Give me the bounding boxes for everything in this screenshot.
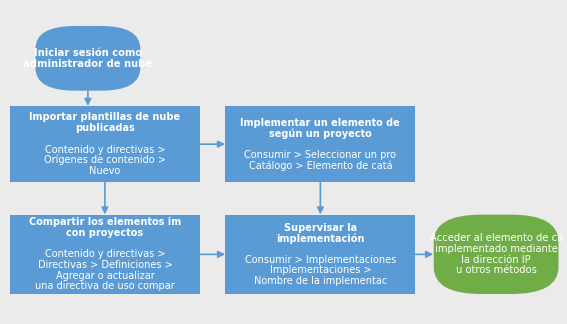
Text: Implementar un elemento de: Implementar un elemento de — [240, 118, 400, 128]
Text: Agregar o actualizar: Agregar o actualizar — [56, 271, 154, 281]
Text: Directivas > Definiciones >: Directivas > Definiciones > — [37, 260, 172, 270]
Text: Importar plantillas de nube: Importar plantillas de nube — [29, 112, 180, 122]
Text: con proyectos: con proyectos — [66, 228, 143, 238]
Text: Implementaciones >: Implementaciones > — [269, 265, 371, 275]
Text: Iniciar sesión como: Iniciar sesión como — [34, 48, 142, 58]
Text: Acceder al elemento de ca: Acceder al elemento de ca — [429, 233, 563, 243]
FancyBboxPatch shape — [225, 214, 415, 294]
Text: según un proyecto: según un proyecto — [269, 128, 372, 139]
Text: Nombre de la implementac: Nombre de la implementac — [253, 276, 387, 286]
Text: Consumir > Seleccionar un pro: Consumir > Seleccionar un pro — [244, 150, 396, 160]
Text: publicadas: publicadas — [75, 123, 135, 133]
Text: Nuevo: Nuevo — [89, 166, 121, 176]
FancyBboxPatch shape — [10, 106, 200, 182]
Text: una directiva de uso compar: una directiva de uso compar — [35, 282, 175, 291]
Text: u otros métodos: u otros métodos — [456, 265, 536, 275]
Text: implementado mediante: implementado mediante — [435, 244, 557, 254]
Text: administrador de nube: administrador de nube — [23, 59, 153, 69]
Text: la dirección IP: la dirección IP — [462, 255, 531, 265]
FancyBboxPatch shape — [35, 26, 141, 91]
Text: Compartir los elementos im: Compartir los elementos im — [29, 217, 181, 227]
Text: Catálogo > Elemento de catá: Catálogo > Elemento de catá — [248, 160, 392, 171]
Text: Consumir > Implementaciones: Consumir > Implementaciones — [245, 255, 396, 265]
Text: Supervisar la: Supervisar la — [284, 223, 357, 233]
Text: Orígenes de contenido >: Orígenes de contenido > — [44, 155, 166, 166]
Text: Contenido y directivas >: Contenido y directivas > — [45, 249, 165, 259]
FancyBboxPatch shape — [10, 214, 200, 294]
FancyBboxPatch shape — [225, 106, 415, 182]
FancyBboxPatch shape — [434, 214, 558, 294]
Text: implementación: implementación — [276, 233, 365, 244]
Text: Contenido y directivas >: Contenido y directivas > — [45, 145, 165, 155]
